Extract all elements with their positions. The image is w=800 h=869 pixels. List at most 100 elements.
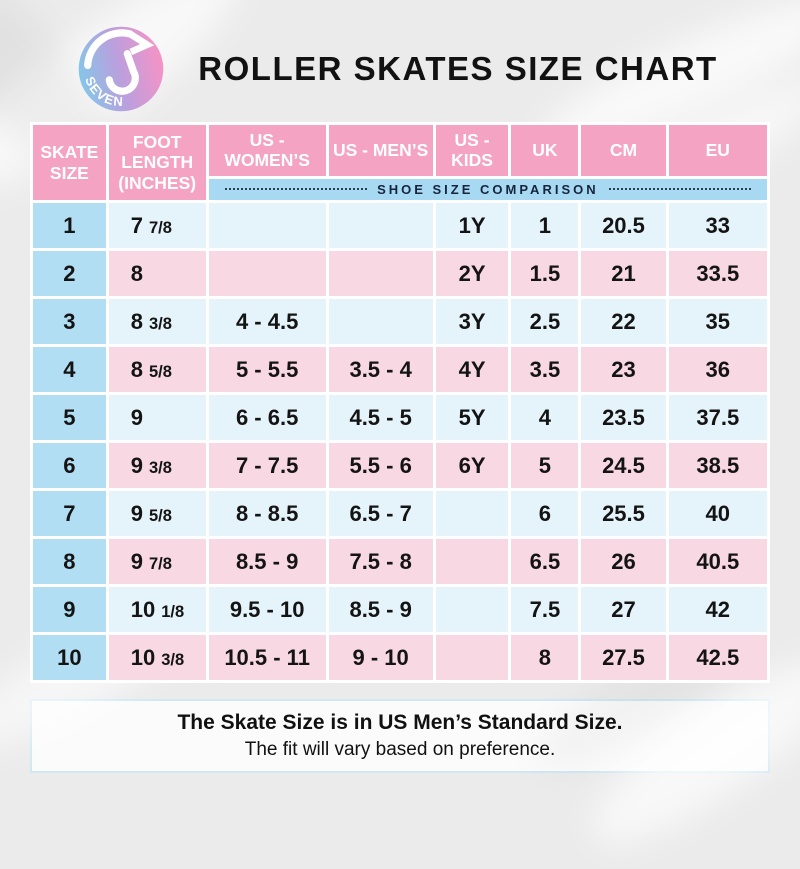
table-cell: 20.5 [581, 203, 666, 248]
table-cell: 10 1/8 [108, 587, 206, 632]
table-cell: 9 [33, 587, 106, 632]
table-cell: 8.5 - 9 [208, 539, 326, 584]
table-cell: 33 [668, 203, 767, 248]
table-row: 6 9 3/8 7 - 7.5 5.5 - 6 6Y 5 24.5 38.5 [33, 443, 767, 488]
table-cell [435, 587, 509, 632]
column-header-uk: UK [511, 125, 579, 176]
table-row: 9 10 1/8 9.5 - 10 8.5 - 9 7.5 27 42 [33, 587, 767, 632]
table-cell: 38.5 [668, 443, 767, 488]
shoe-size-comparison-band: SHOE SIZE COMPARISON [208, 178, 767, 200]
page-title: ROLLER SKATES SIZE CHART [198, 50, 718, 87]
table-cell [208, 251, 326, 296]
column-header-us-kids: US - KIDS [435, 125, 509, 176]
table-cell: 7 - 7.5 [208, 443, 326, 488]
table-cell: 40 [668, 491, 767, 536]
logo-check-mark [128, 31, 155, 55]
table-cell: 5.5 - 6 [328, 443, 433, 488]
table-cell: 27 [581, 587, 666, 632]
column-header-foot-length: FOOT LENGTH (INCHES) [108, 125, 206, 200]
table-cell [328, 203, 433, 248]
column-header-us-mens: US - MEN’S [328, 125, 433, 176]
table-cell: 3.5 [511, 347, 579, 392]
table-cell: 23.5 [581, 395, 666, 440]
table-cell: 36 [668, 347, 767, 392]
table-row: 10 10 3/8 10.5 - 11 9 - 10 8 27.5 42.5 [33, 635, 767, 680]
table-cell: 7 7/8 [108, 203, 206, 248]
table-cell [435, 539, 509, 584]
table-cell: 27.5 [581, 635, 666, 680]
table-cell: 37.5 [668, 395, 767, 440]
table-cell: 6 - 6.5 [208, 395, 326, 440]
table-cell [328, 299, 433, 344]
table-row: 1 7 7/8 1Y 1 20.5 33 [33, 203, 767, 248]
table-cell: 5 [33, 395, 106, 440]
footnote-bold-line: The Skate Size is in US Men’s Standard S… [177, 711, 623, 734]
table-cell: 5 - 5.5 [208, 347, 326, 392]
brand-logo: SEVEN [78, 26, 164, 112]
footnote-regular-line: The fit will vary based on preference. [244, 739, 556, 760]
table-cell: 2Y [435, 251, 509, 296]
table-cell: 1 [33, 203, 106, 248]
table-row: 7 9 5/8 8 - 8.5 6.5 - 7 6 25.5 40 [33, 491, 767, 536]
table-cell: 8 [108, 251, 206, 296]
table-cell: 1Y [435, 203, 509, 248]
header-row: SKATE SIZE FOOT LENGTH (INCHES) US - WOM… [33, 125, 767, 200]
table-cell: 9 3/8 [108, 443, 206, 488]
size-chart-table: SKATE SIZE FOOT LENGTH (INCHES) US - WOM… [30, 122, 770, 683]
dotted-leader [224, 188, 368, 191]
table-cell: 23 [581, 347, 666, 392]
table-cell: 6.5 - 7 [328, 491, 433, 536]
table-cell: 4Y [435, 347, 509, 392]
logo-swoosh-arc [84, 29, 134, 69]
table-cell: 25.5 [581, 491, 666, 536]
table-cell: 33.5 [668, 251, 767, 296]
table-cell: 42.5 [668, 635, 767, 680]
table-cell: 24.5 [581, 443, 666, 488]
table-cell: 22 [581, 299, 666, 344]
table-cell: 4.5 - 5 [328, 395, 433, 440]
table-cell: 7 [33, 491, 106, 536]
comparison-band-row: SHOE SIZE COMPARISON [33, 178, 767, 200]
footnote-box: The Skate Size is in US Men’s Standard S… [30, 699, 770, 773]
column-header-cm: CM [581, 125, 666, 176]
table-cell: 9.5 - 10 [208, 587, 326, 632]
table-row: 3 8 3/8 4 - 4.5 3Y 2.5 22 35 [33, 299, 767, 344]
table-cell: 6 [511, 491, 579, 536]
table-cell: 4 [33, 347, 106, 392]
table-cell: 3.5 - 4 [328, 347, 433, 392]
table-cell: 4 [511, 395, 579, 440]
table-cell: 8 3/8 [108, 299, 206, 344]
table-cell: 10 3/8 [108, 635, 206, 680]
table-cell [208, 203, 326, 248]
logo-hook-mark [105, 50, 139, 95]
table-cell: 8 - 8.5 [208, 491, 326, 536]
table-cell: 2 [33, 251, 106, 296]
table-row: 8 9 7/8 8.5 - 9 7.5 - 8 6.5 26 40.5 [33, 539, 767, 584]
table-cell: 6Y [435, 443, 509, 488]
table-cell: 5Y [435, 395, 509, 440]
table-cell: 10.5 - 11 [208, 635, 326, 680]
table-cell: 1 [511, 203, 579, 248]
dotted-leader [608, 188, 752, 191]
table-cell: 21 [581, 251, 666, 296]
table-cell: 10 [33, 635, 106, 680]
table-cell: 3 [33, 299, 106, 344]
table-cell: 3Y [435, 299, 509, 344]
table-cell: 1.5 [511, 251, 579, 296]
table-row: 2 8 2Y 1.5 21 33.5 [33, 251, 767, 296]
table-cell: 40.5 [668, 539, 767, 584]
table-cell: 42 [668, 587, 767, 632]
column-header-eu: EU [668, 125, 767, 176]
table-cell: 9 - 10 [328, 635, 433, 680]
table-cell: 9 [108, 395, 206, 440]
table-cell: 26 [581, 539, 666, 584]
page-header: SEVEN ROLLER SKATES SIZE CHART [0, 0, 800, 116]
table-cell [328, 251, 433, 296]
column-header-skate-size: SKATE SIZE [33, 125, 106, 200]
table-row: 4 8 5/8 5 - 5.5 3.5 - 4 4Y 3.5 23 36 [33, 347, 767, 392]
table-row: 5 9 6 - 6.5 4.5 - 5 5Y 4 23.5 37.5 [33, 395, 767, 440]
table-cell: 9 7/8 [108, 539, 206, 584]
table-cell [435, 491, 509, 536]
table-cell: 2.5 [511, 299, 579, 344]
table-cell: 9 5/8 [108, 491, 206, 536]
